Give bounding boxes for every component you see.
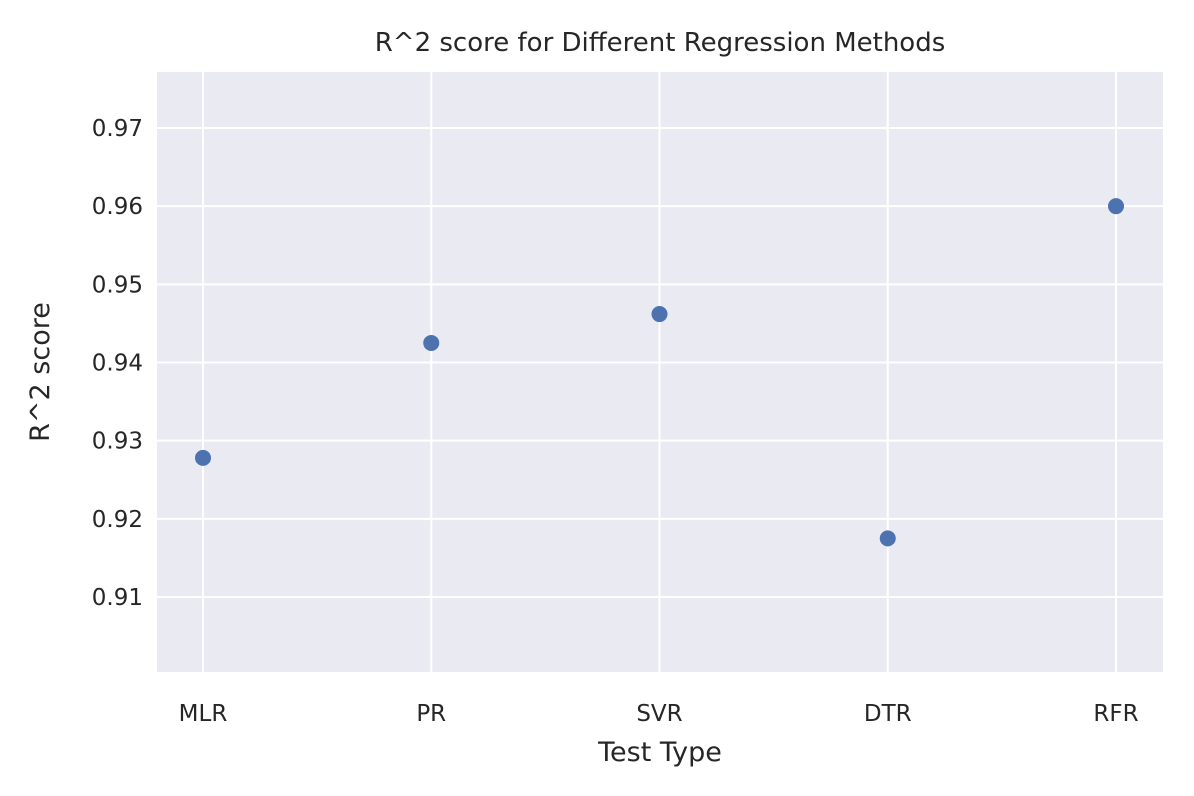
y-axis-label: R^2 score — [25, 302, 56, 442]
x-tick-label: RFR — [1093, 701, 1138, 727]
data-points — [195, 198, 1124, 547]
y-tick-label: 0.91 — [92, 585, 143, 611]
x-tick-label: DTR — [864, 701, 912, 727]
y-tick-label: 0.93 — [92, 429, 143, 455]
x-axis-label: Test Type — [597, 737, 722, 768]
data-point-dtr — [879, 530, 896, 547]
data-point-svr — [651, 306, 668, 323]
y-tick-label: 0.94 — [92, 351, 143, 377]
data-point-pr — [423, 334, 440, 351]
data-point-mlr — [195, 449, 211, 466]
grid-lines — [157, 72, 1163, 672]
x-tick-label: MLR — [179, 701, 228, 727]
x-tick-labels: MLR PR SVR DTR RFR — [179, 701, 1139, 727]
y-tick-label: 0.97 — [92, 116, 143, 142]
data-point-rfr — [1108, 198, 1124, 215]
y-tick-labels: 0.91 0.92 0.93 0.94 0.95 0.96 0.97 — [92, 116, 143, 611]
y-tick-label: 0.95 — [92, 272, 143, 298]
x-tick-label: PR — [416, 701, 446, 727]
y-tick-label: 0.96 — [92, 194, 143, 220]
y-tick-label: 0.92 — [92, 507, 143, 533]
chart-title: R^2 score for Different Regression Metho… — [375, 28, 946, 58]
x-tick-label: SVR — [636, 701, 682, 727]
